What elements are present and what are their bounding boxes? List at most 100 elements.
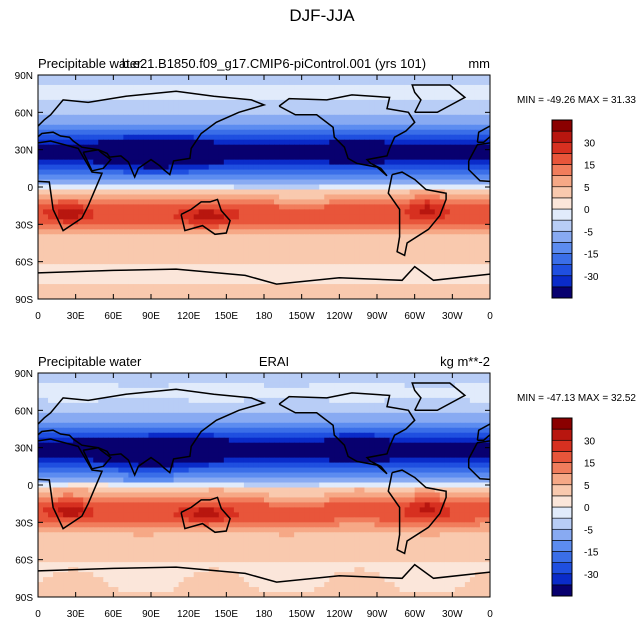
contour-cell bbox=[449, 259, 456, 265]
contour-cell bbox=[58, 144, 64, 151]
contour-cell bbox=[128, 154, 135, 161]
contour-cell bbox=[309, 397, 315, 404]
contour-cell bbox=[238, 373, 245, 379]
contour-cell bbox=[394, 114, 401, 121]
contour-cell bbox=[264, 264, 270, 270]
contour-cell bbox=[384, 139, 391, 146]
contour-cell bbox=[48, 119, 54, 126]
contour-cell bbox=[98, 154, 104, 161]
contour-cell bbox=[439, 75, 446, 81]
contour-cell bbox=[63, 392, 69, 399]
contour-cell bbox=[108, 129, 114, 136]
contour-cell bbox=[264, 194, 270, 201]
contour-cell bbox=[299, 269, 305, 275]
contour-cell bbox=[389, 109, 396, 116]
contour-cell bbox=[193, 407, 200, 414]
contour-cell bbox=[379, 229, 386, 235]
contour-cell bbox=[133, 234, 140, 240]
contour-cell bbox=[88, 387, 94, 394]
contour-cell bbox=[113, 219, 119, 225]
contour-cell bbox=[143, 239, 150, 245]
contour-cell bbox=[464, 214, 471, 220]
contour-cell bbox=[168, 234, 175, 240]
contour-cell bbox=[479, 79, 486, 86]
contour-cell bbox=[93, 224, 99, 230]
contour-cell bbox=[38, 179, 44, 186]
contour-cell bbox=[274, 154, 280, 161]
contour-cell bbox=[53, 129, 59, 136]
contour-cell bbox=[253, 229, 260, 235]
contour-cell bbox=[429, 75, 436, 81]
contour-cell bbox=[108, 264, 114, 270]
contour-cell bbox=[173, 214, 180, 220]
contour-cell bbox=[213, 214, 220, 220]
contour-cell bbox=[329, 214, 335, 220]
contour-cell bbox=[324, 284, 330, 290]
contour-cell bbox=[138, 184, 145, 191]
contour-cell bbox=[248, 377, 255, 384]
contour-cell bbox=[484, 294, 490, 299]
contour-cell bbox=[349, 89, 355, 96]
contour-cell bbox=[108, 234, 114, 240]
contour-cell bbox=[329, 84, 335, 91]
contour-cell bbox=[439, 373, 446, 379]
contour-cell bbox=[233, 79, 240, 86]
contour-cell bbox=[429, 274, 436, 280]
contour-cell bbox=[444, 382, 451, 389]
contour-cell bbox=[289, 373, 295, 379]
contour-cell bbox=[424, 119, 431, 126]
contour-cell bbox=[369, 229, 376, 235]
contour-cell bbox=[364, 184, 371, 191]
contour-cell bbox=[289, 139, 295, 146]
contour-cell bbox=[223, 239, 230, 245]
contour-cell bbox=[409, 259, 416, 265]
contour-cell bbox=[193, 249, 200, 255]
contour-cell bbox=[38, 214, 44, 220]
contour-cell bbox=[379, 392, 386, 399]
contour-cell bbox=[469, 99, 476, 106]
contour-cell bbox=[188, 174, 195, 181]
contour-cell bbox=[83, 169, 89, 176]
contour-cell bbox=[434, 199, 441, 206]
contour-cell bbox=[324, 377, 330, 384]
contour-cell bbox=[399, 382, 406, 389]
contour-cell bbox=[113, 402, 119, 409]
contour-cell bbox=[48, 392, 54, 399]
contour-cell bbox=[404, 279, 411, 285]
contour-cell bbox=[319, 219, 325, 225]
contour-cell bbox=[68, 149, 74, 156]
contour-cell bbox=[329, 284, 335, 290]
contour-cell bbox=[163, 402, 170, 409]
contour-cell bbox=[424, 179, 431, 186]
contour-cell bbox=[484, 377, 490, 384]
contour-cell bbox=[143, 104, 150, 111]
contour-cell bbox=[143, 164, 150, 171]
contour-cell bbox=[274, 114, 280, 121]
contour-cell bbox=[419, 79, 426, 86]
contour-cell bbox=[404, 179, 411, 186]
contour-cell bbox=[148, 264, 155, 270]
contour-cell bbox=[369, 224, 376, 230]
contour-cell bbox=[354, 284, 361, 290]
contour-cell bbox=[138, 239, 145, 245]
contour-cell bbox=[98, 144, 104, 151]
contour-cell bbox=[429, 79, 436, 86]
contour-cell bbox=[359, 124, 366, 131]
contour-cell bbox=[198, 397, 205, 404]
contour-cell bbox=[158, 224, 165, 230]
contour-cell bbox=[409, 373, 416, 379]
contour-cell bbox=[419, 209, 426, 215]
contour-cell bbox=[243, 75, 250, 81]
contour-cell bbox=[319, 104, 325, 111]
contour-cell bbox=[484, 154, 490, 161]
contour-cell bbox=[153, 269, 160, 275]
contour-cell bbox=[394, 84, 401, 91]
contour-cell bbox=[374, 139, 381, 146]
contour-cell bbox=[479, 75, 486, 81]
contour-cell bbox=[183, 149, 190, 156]
contour-cell bbox=[58, 289, 64, 295]
contour-cell bbox=[484, 179, 490, 186]
contour-cell bbox=[118, 417, 124, 424]
contour-cell bbox=[68, 387, 74, 394]
contour-cell bbox=[269, 179, 275, 186]
